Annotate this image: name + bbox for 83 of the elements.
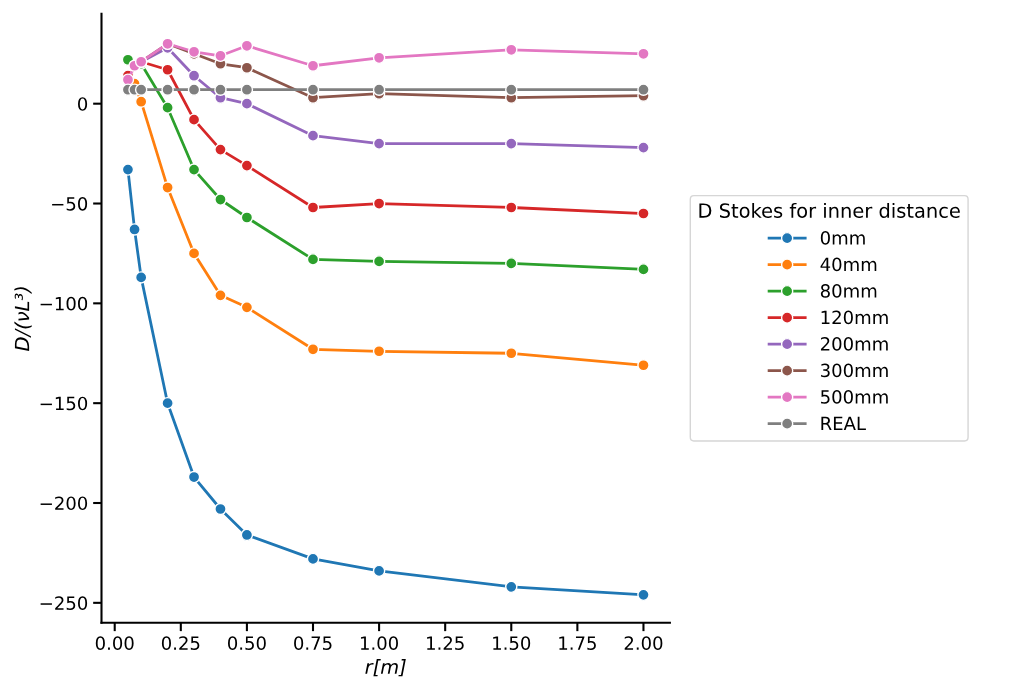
point	[134, 95, 148, 108]
point	[214, 193, 227, 206]
legend-label: 200mm	[820, 337, 888, 351]
point	[306, 253, 320, 266]
point	[637, 141, 650, 154]
point	[637, 47, 650, 61]
point	[214, 49, 227, 63]
point	[161, 396, 174, 410]
y-axis-title: D/(νL³)	[14, 287, 32, 351]
legend-label: 0mm	[820, 231, 865, 245]
point	[637, 588, 650, 602]
point	[240, 211, 254, 224]
point	[505, 347, 518, 360]
point	[187, 113, 201, 126]
x-tick-label: 1.75	[559, 636, 596, 650]
point	[187, 83, 201, 96]
point	[161, 181, 174, 194]
point	[505, 137, 518, 150]
point	[306, 201, 320, 214]
x-tick-label: 1.25	[427, 636, 464, 650]
y-tick-label: −200	[40, 496, 88, 511]
point	[372, 83, 386, 96]
legend-title: D Stokes for inner distance	[699, 202, 960, 218]
point	[187, 247, 201, 260]
y-tick-label: −150	[40, 396, 88, 411]
point	[306, 83, 320, 96]
y-tick-label: −50	[52, 196, 88, 211]
point	[637, 263, 650, 276]
point	[187, 163, 201, 176]
point	[187, 470, 201, 484]
point	[121, 163, 135, 176]
point	[214, 502, 227, 516]
point	[505, 580, 518, 594]
point	[372, 137, 386, 150]
legend-label: 40mm	[820, 257, 877, 272]
point	[306, 59, 320, 73]
legend-label: REAL	[821, 416, 866, 430]
point	[505, 83, 518, 96]
y-tick-label: −250	[40, 596, 88, 610]
x-tick-label: 0.75	[294, 636, 332, 650]
point	[214, 289, 227, 302]
point	[240, 528, 254, 542]
x-tick-label: 0.25	[161, 636, 200, 650]
point	[187, 69, 201, 82]
point	[637, 207, 650, 220]
point	[128, 223, 141, 236]
x-tick-label: 1.50	[493, 636, 531, 650]
y-tick-label: −100	[40, 296, 88, 311]
point	[505, 201, 518, 214]
point	[306, 343, 320, 356]
point	[372, 564, 386, 578]
legend-label: 300mm	[821, 363, 888, 378]
x-tick-label: 0.50	[227, 636, 266, 650]
point	[372, 51, 386, 65]
legend-label: 80mm	[820, 284, 877, 298]
point	[240, 39, 254, 53]
point	[161, 101, 174, 114]
point	[240, 61, 254, 74]
point	[240, 301, 254, 314]
point	[134, 83, 148, 96]
point	[134, 271, 148, 284]
y-tick-label: 0	[78, 97, 88, 111]
point	[637, 83, 650, 96]
point	[240, 97, 254, 110]
point	[372, 197, 386, 210]
point	[372, 255, 386, 268]
point	[240, 83, 254, 96]
point	[306, 552, 320, 566]
x-tick-label: 0.00	[95, 636, 134, 650]
point	[240, 159, 254, 172]
point	[505, 257, 518, 270]
point	[505, 43, 518, 57]
x-axis-title: r[m]	[365, 659, 406, 677]
point	[214, 143, 227, 156]
legend-label: 500mm	[821, 390, 888, 404]
point	[637, 358, 650, 372]
point	[161, 83, 174, 96]
point	[214, 83, 227, 96]
legend-label: 120mm	[821, 310, 888, 325]
point	[306, 129, 320, 142]
x-tick-label: 1.00	[360, 636, 398, 650]
point	[372, 345, 386, 358]
x-tick-label: 2.00	[624, 636, 663, 650]
